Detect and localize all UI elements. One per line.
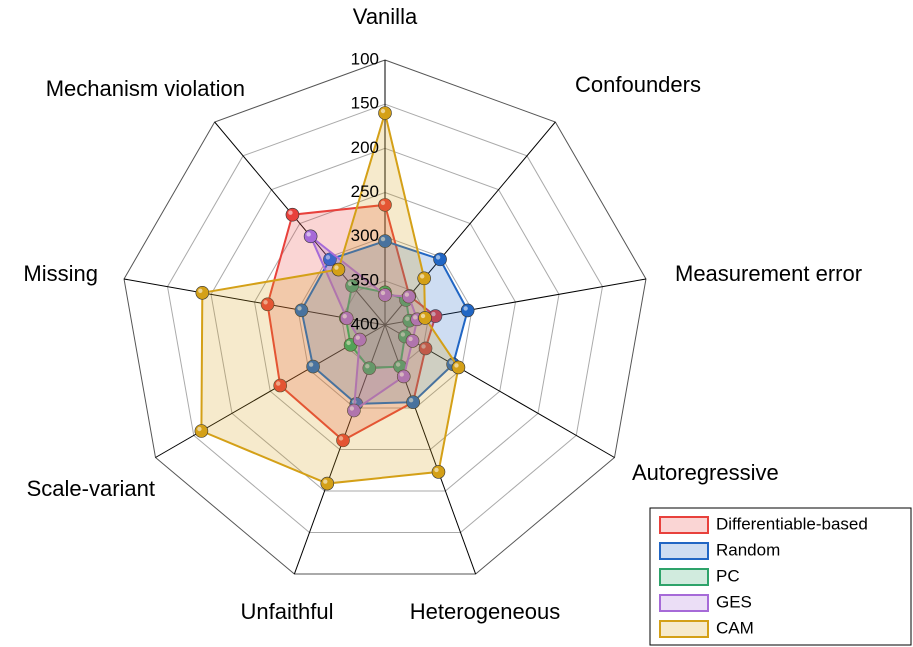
point-shine: [306, 232, 311, 237]
point-shine: [408, 397, 414, 403]
data-point: [194, 424, 209, 438]
point-shine: [448, 360, 454, 365]
series-area: [344, 284, 411, 370]
axis-label: Vanilla: [353, 4, 418, 29]
series-area: [309, 235, 419, 413]
data-point: [417, 271, 431, 286]
series-area: [200, 109, 460, 485]
point-shine: [338, 436, 344, 441]
point-shine: [400, 332, 406, 337]
axis-label: Autoregressive: [632, 460, 779, 485]
legend-label: CAM: [716, 618, 754, 637]
point-shine: [325, 255, 331, 260]
point-shine: [435, 255, 441, 260]
legend-label: PC: [716, 566, 740, 585]
legend-swatch: [659, 516, 709, 534]
point-shine: [288, 210, 293, 215]
r-tick-label: 300: [351, 226, 379, 245]
axis-label: Heterogeneous: [410, 599, 560, 624]
point-shine: [404, 292, 410, 297]
data-point: [418, 311, 432, 325]
point-shine: [198, 288, 203, 293]
r-tick-label: 350: [351, 270, 379, 289]
point-shine: [380, 236, 386, 242]
axis-label: Mechanism violation: [46, 76, 245, 101]
r-tick-label: 100: [351, 49, 379, 68]
axis-label: Unfaithful: [241, 599, 334, 624]
point-shine: [434, 467, 439, 473]
legend-label: Differentiable-based: [716, 514, 868, 533]
data-point: [451, 360, 466, 375]
legend-label: Random: [716, 540, 780, 559]
data-point: [331, 262, 346, 277]
point-shine: [399, 372, 404, 377]
point-shine: [197, 426, 202, 432]
grid-ring: [166, 103, 604, 534]
data-point: [285, 207, 300, 222]
point-shine: [454, 363, 459, 368]
point-shine: [297, 306, 302, 311]
data-point: [303, 229, 318, 244]
point-shine: [347, 281, 353, 286]
axis-label: Missing: [23, 261, 98, 286]
point-shine: [380, 108, 386, 114]
point-shine: [308, 362, 314, 367]
grid-ring: [123, 59, 647, 575]
point-shine: [346, 340, 351, 346]
point-shine: [431, 311, 436, 317]
point-shine: [408, 336, 413, 342]
data-point: [320, 476, 335, 491]
grid-ring: [253, 191, 517, 451]
grid-ring: [210, 147, 560, 492]
axis-label: Measurement error: [675, 261, 862, 286]
r-tick-label: 400: [351, 314, 379, 333]
point-shine: [405, 316, 410, 321]
point-shine: [380, 200, 386, 206]
point-shine: [420, 313, 426, 319]
point-shine: [421, 344, 426, 349]
point-shine: [419, 274, 425, 279]
point-shine: [342, 314, 347, 319]
axis-label: Confounders: [575, 72, 701, 97]
legend-swatch: [659, 542, 709, 560]
r-tick-label: 250: [351, 182, 379, 201]
point-shine: [395, 362, 401, 367]
data-point: [195, 285, 210, 300]
point-shine: [323, 479, 328, 484]
r-tick-label: 150: [351, 94, 379, 113]
point-shine: [463, 306, 468, 311]
point-shine: [334, 265, 339, 270]
legend-swatch: [659, 594, 709, 612]
point-shine: [349, 406, 355, 411]
data-point: [378, 106, 392, 120]
data-point: [460, 303, 475, 318]
legend-box: [649, 507, 912, 646]
legend-swatch: [659, 620, 709, 638]
legend-swatch: [659, 568, 709, 586]
point-shine: [263, 300, 268, 305]
r-tick-label: 200: [351, 138, 379, 157]
data-point: [433, 252, 447, 267]
point-shine: [380, 290, 386, 296]
axis-label: Scale-variant: [27, 476, 155, 501]
spoke: [214, 121, 386, 326]
point-shine: [355, 335, 360, 340]
point-shine: [412, 315, 418, 320]
point-shine: [275, 381, 281, 386]
legend-label: GES: [716, 592, 752, 611]
point-shine: [365, 363, 370, 369]
data-point: [431, 465, 446, 479]
grid-ring: [297, 236, 473, 409]
